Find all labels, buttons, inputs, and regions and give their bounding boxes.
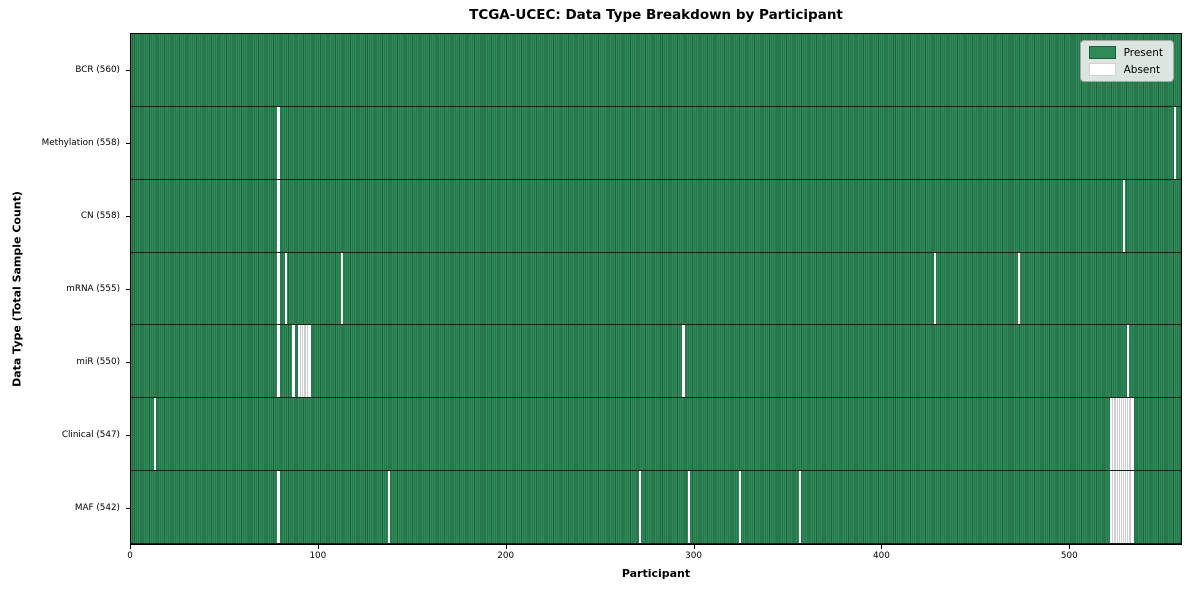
heatmap-row-CN	[131, 179, 1181, 253]
absent-stripe	[1113, 398, 1117, 471]
absent-stripe	[153, 398, 156, 471]
y-axis-ticks: BCR (560) Methylation (558) CN (558) mRNA (…	[0, 33, 130, 545]
absent-stripe	[387, 471, 391, 544]
absent-stripe	[1122, 179, 1126, 252]
absent-stripe	[1124, 471, 1129, 544]
x-tick-label-400: 400	[873, 551, 890, 561]
absent-stripe	[1119, 471, 1123, 544]
y-tick-label-miR: miR (550)	[76, 357, 120, 368]
absent-stripe	[277, 106, 280, 179]
x-tick-mark	[693, 545, 695, 549]
plot-area: Present Absent	[130, 33, 1182, 545]
absent-stripe	[277, 471, 280, 544]
absent-stripe	[341, 252, 344, 325]
absent-stripe	[1109, 398, 1113, 471]
absent-stripe	[292, 325, 295, 398]
heatmap-row-BCR	[131, 34, 1181, 107]
absent-stripe	[1130, 471, 1134, 544]
absent-stripe	[1111, 471, 1115, 544]
absent-stripe	[1126, 398, 1130, 471]
x-tick-mark	[1069, 545, 1071, 549]
y-tick-mark	[126, 508, 130, 510]
absent-stripe	[1126, 325, 1129, 398]
absent-stripe	[1173, 106, 1176, 179]
y-tick-label-MAF: MAF (542)	[74, 503, 120, 514]
absent-stripe	[798, 471, 801, 544]
absent-stripe	[277, 179, 280, 252]
y-tick-mark	[126, 289, 130, 290]
absent-stripe	[303, 325, 307, 398]
x-tick-mark	[881, 545, 883, 549]
absent-stripe	[1130, 398, 1134, 471]
chart-title: TCGA-UCEC: Data Type Breakdown by Partic…	[469, 7, 843, 23]
absent-stripe	[301, 325, 305, 398]
y-tick-mark	[126, 215, 130, 217]
x-tick-label-200: 200	[497, 551, 515, 561]
legend-item-present: Present	[1088, 46, 1163, 59]
y-tick-mark	[126, 362, 130, 364]
y-tick-label-Methylation: Methylation (558)	[41, 137, 120, 148]
y-tick-mark	[126, 69, 130, 71]
x-tick-label-300: 300	[685, 551, 702, 561]
legend: Present Absent	[1079, 40, 1174, 82]
x-axis-label: Participant	[621, 567, 691, 580]
y-tick-label-CN: CN (558)	[80, 210, 120, 221]
absent-stripe	[277, 252, 280, 325]
absent-stripe	[1117, 471, 1121, 544]
legend-label-present: Present	[1123, 46, 1163, 59]
absent-stripe	[1119, 398, 1123, 471]
y-tick-label-BCR: BCR (560)	[75, 64, 120, 75]
absent-stripe	[682, 325, 685, 398]
x-tick-mark	[130, 545, 131, 549]
absent-stripe	[1115, 398, 1119, 471]
absent-stripe	[307, 325, 311, 398]
absent-stripe	[1124, 398, 1129, 471]
legend-item-absent: Absent	[1088, 63, 1163, 76]
absent-stripe	[1111, 398, 1115, 471]
x-axis-ticks: 0 100 200 300 400 500	[127, 545, 1182, 567]
absent-stripe	[1128, 471, 1132, 544]
x-tick-label-100: 100	[309, 551, 327, 561]
absent-stripe	[1017, 252, 1021, 325]
heatmap-row-Clinical	[131, 398, 1181, 472]
absent-stripe	[284, 252, 288, 325]
heatmap-row-MAF	[131, 471, 1181, 545]
absent-stripe	[1121, 398, 1125, 471]
absent-stripe	[277, 325, 280, 398]
x-tick-mark	[505, 545, 507, 549]
absent-stripe	[299, 325, 304, 398]
absent-stripe	[1122, 398, 1127, 471]
absent-stripe	[1126, 471, 1130, 544]
x-tick-label-500: 500	[1060, 551, 1078, 561]
y-tick-label-Clinical: Clinical (547)	[61, 430, 120, 441]
legend-label-absent: Absent	[1123, 63, 1161, 76]
legend-swatch-absent-icon	[1088, 63, 1116, 76]
absent-stripe	[297, 325, 301, 398]
absent-stripe	[639, 471, 642, 544]
absent-stripe	[1121, 471, 1125, 544]
absent-stripe	[1115, 471, 1119, 544]
absent-stripe	[738, 471, 741, 544]
absent-stripe	[933, 252, 936, 325]
x-tick-mark	[317, 545, 319, 549]
y-tick-label-mRNA: mRNA (555)	[66, 284, 120, 294]
y-tick-mark	[126, 142, 130, 144]
absent-stripe	[687, 471, 691, 544]
absent-stripe	[1122, 471, 1127, 544]
heatmap-row-Methylation	[131, 106, 1181, 180]
legend-swatch-present-icon	[1088, 46, 1116, 59]
absent-stripe	[1128, 398, 1132, 471]
absent-stripe	[1109, 471, 1113, 544]
absent-stripe	[305, 325, 309, 398]
heatmap-row-mRNA	[131, 252, 1181, 326]
x-tick-label-0: 0	[127, 551, 133, 561]
heatmap-row-miR	[131, 325, 1181, 399]
y-tick-mark	[126, 435, 130, 437]
absent-stripe	[1113, 471, 1117, 544]
absent-stripe	[1117, 398, 1121, 471]
